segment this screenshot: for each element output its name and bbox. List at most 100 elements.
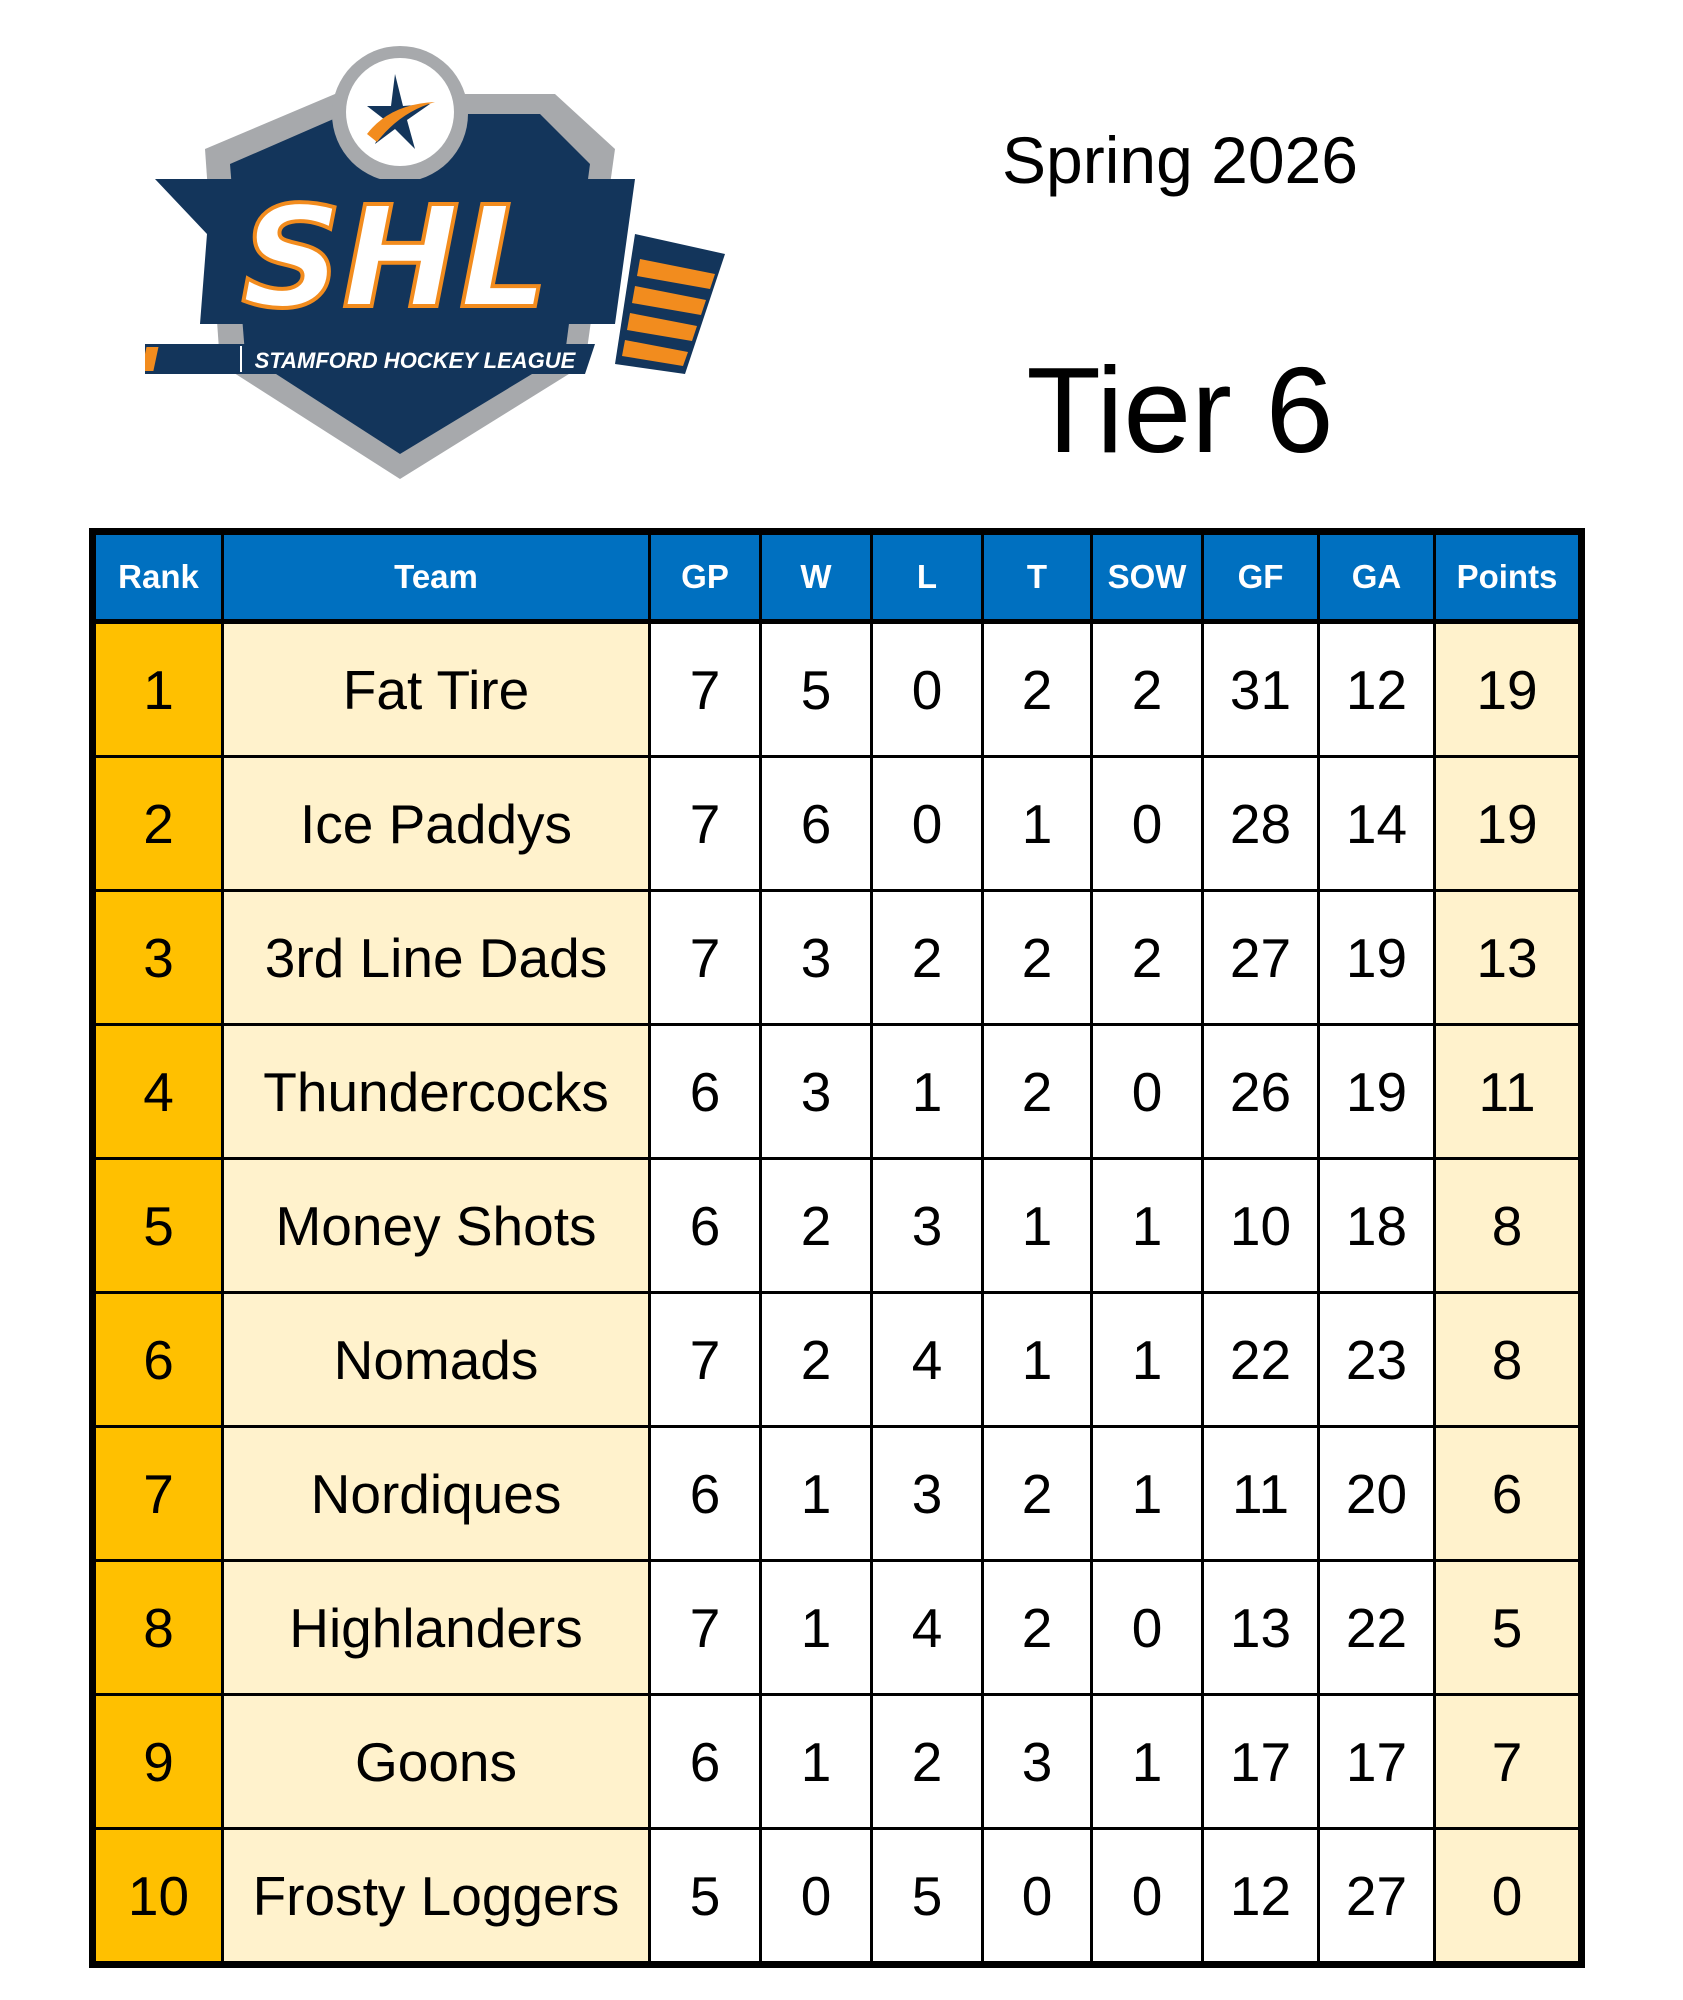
- header-row: Rank Team GP W L T SOW GF GA Points: [91, 530, 1583, 623]
- cell-points: 8: [1433, 1157, 1583, 1294]
- column-header-team: Team: [221, 530, 651, 623]
- table-row: 10 Frosty Loggers 5 0 5 0 0 12 27 0: [91, 1827, 1583, 1966]
- cell-w: 3: [759, 889, 873, 1026]
- cell-w: 6: [759, 755, 873, 892]
- cell-t: 2: [981, 1023, 1093, 1160]
- cell-team: Highlanders: [221, 1559, 651, 1696]
- column-header-points: Points: [1433, 530, 1583, 623]
- cell-w: 5: [759, 620, 873, 758]
- cell-w: 1: [759, 1425, 873, 1562]
- table-row: 9 Goons 6 1 2 3 1 17 17 7: [91, 1693, 1583, 1830]
- cell-sow: 0: [1090, 1827, 1204, 1966]
- cell-w: 3: [759, 1023, 873, 1160]
- shl-logo: SHL STAMFORD HOCKEY LEAGUE: [145, 46, 725, 479]
- cell-rank: 10: [91, 1827, 224, 1966]
- cell-l: 3: [870, 1157, 984, 1294]
- cell-rank: 2: [91, 755, 224, 892]
- table-row: 2 Ice Paddys 7 6 0 1 0 28 14 19: [91, 755, 1583, 892]
- table-row: 5 Money Shots 6 2 3 1 1 10 18 8: [91, 1157, 1583, 1294]
- cell-ga: 22: [1317, 1559, 1436, 1696]
- cell-t: 3: [981, 1693, 1093, 1830]
- cell-gp: 7: [648, 620, 762, 758]
- cell-sow: 2: [1090, 620, 1204, 758]
- cell-gf: 11: [1201, 1425, 1320, 1562]
- column-header-t: T: [981, 530, 1093, 623]
- cell-points: 5: [1433, 1559, 1583, 1696]
- svg-text:STAMFORD HOCKEY LEAGUE: STAMFORD HOCKEY LEAGUE: [255, 348, 577, 373]
- column-header-l: L: [870, 530, 984, 623]
- column-header-w: W: [759, 530, 873, 623]
- cell-gp: 7: [648, 889, 762, 1026]
- cell-l: 3: [870, 1425, 984, 1562]
- cell-sow: 1: [1090, 1157, 1204, 1294]
- cell-gf: 22: [1201, 1291, 1320, 1428]
- cell-ga: 20: [1317, 1425, 1436, 1562]
- cell-gp: 6: [648, 1693, 762, 1830]
- cell-points: 8: [1433, 1291, 1583, 1428]
- cell-w: 2: [759, 1157, 873, 1294]
- tier-title: Tier 6: [1026, 342, 1334, 478]
- cell-team: Nordiques: [221, 1425, 651, 1562]
- cell-gf: 12: [1201, 1827, 1320, 1966]
- cell-rank: 6: [91, 1291, 224, 1428]
- cell-gp: 6: [648, 1157, 762, 1294]
- cell-ga: 18: [1317, 1157, 1436, 1294]
- column-header-gf: GF: [1201, 530, 1320, 623]
- table-row: 6 Nomads 7 2 4 1 1 22 23 8: [91, 1291, 1583, 1428]
- cell-t: 2: [981, 1425, 1093, 1562]
- cell-points: 6: [1433, 1425, 1583, 1562]
- cell-ga: 14: [1317, 755, 1436, 892]
- cell-ga: 17: [1317, 1693, 1436, 1830]
- cell-sow: 1: [1090, 1425, 1204, 1562]
- cell-team: Money Shots: [221, 1157, 651, 1294]
- cell-gp: 7: [648, 1291, 762, 1428]
- column-header-sow: SOW: [1090, 530, 1204, 623]
- cell-gf: 13: [1201, 1559, 1320, 1696]
- cell-rank: 8: [91, 1559, 224, 1696]
- cell-points: 19: [1433, 755, 1583, 892]
- cell-l: 2: [870, 1693, 984, 1830]
- table-row: 4 Thundercocks 6 3 1 2 0 26 19 11: [91, 1023, 1583, 1160]
- cell-w: 1: [759, 1559, 873, 1696]
- cell-w: 2: [759, 1291, 873, 1428]
- cell-team: Goons: [221, 1693, 651, 1830]
- standings-table: Rank Team GP W L T SOW GF GA Points 1 Fat Tire 7 5 0 2…: [89, 528, 1585, 1968]
- cell-sow: 1: [1090, 1693, 1204, 1830]
- cell-gf: 28: [1201, 755, 1320, 892]
- cell-gf: 27: [1201, 889, 1320, 1026]
- cell-points: 0: [1433, 1827, 1583, 1966]
- cell-gf: 31: [1201, 620, 1320, 758]
- cell-team: Ice Paddys: [221, 755, 651, 892]
- cell-t: 2: [981, 1559, 1093, 1696]
- cell-gp: 5: [648, 1827, 762, 1966]
- cell-rank: 5: [91, 1157, 224, 1294]
- cell-points: 7: [1433, 1693, 1583, 1830]
- cell-ga: 12: [1317, 620, 1436, 758]
- cell-l: 4: [870, 1291, 984, 1428]
- cell-gp: 6: [648, 1425, 762, 1562]
- cell-l: 1: [870, 1023, 984, 1160]
- cell-team: 3rd Line Dads: [221, 889, 651, 1026]
- cell-t: 1: [981, 1157, 1093, 1294]
- cell-points: 11: [1433, 1023, 1583, 1160]
- cell-t: 2: [981, 889, 1093, 1026]
- cell-sow: 1: [1090, 1291, 1204, 1428]
- cell-w: 1: [759, 1693, 873, 1830]
- cell-sow: 0: [1090, 755, 1204, 892]
- cell-l: 4: [870, 1559, 984, 1696]
- cell-gp: 7: [648, 755, 762, 892]
- cell-l: 5: [870, 1827, 984, 1966]
- cell-l: 0: [870, 755, 984, 892]
- cell-team: Fat Tire: [221, 620, 651, 758]
- cell-gf: 26: [1201, 1023, 1320, 1160]
- cell-l: 0: [870, 620, 984, 758]
- cell-rank: 7: [91, 1425, 224, 1562]
- cell-l: 2: [870, 889, 984, 1026]
- cell-ga: 19: [1317, 889, 1436, 1026]
- cell-points: 19: [1433, 620, 1583, 758]
- column-header-rank: Rank: [91, 530, 224, 623]
- cell-sow: 2: [1090, 889, 1204, 1026]
- cell-w: 0: [759, 1827, 873, 1966]
- season-title: Spring 2026: [1002, 123, 1358, 197]
- cell-t: 2: [981, 620, 1093, 758]
